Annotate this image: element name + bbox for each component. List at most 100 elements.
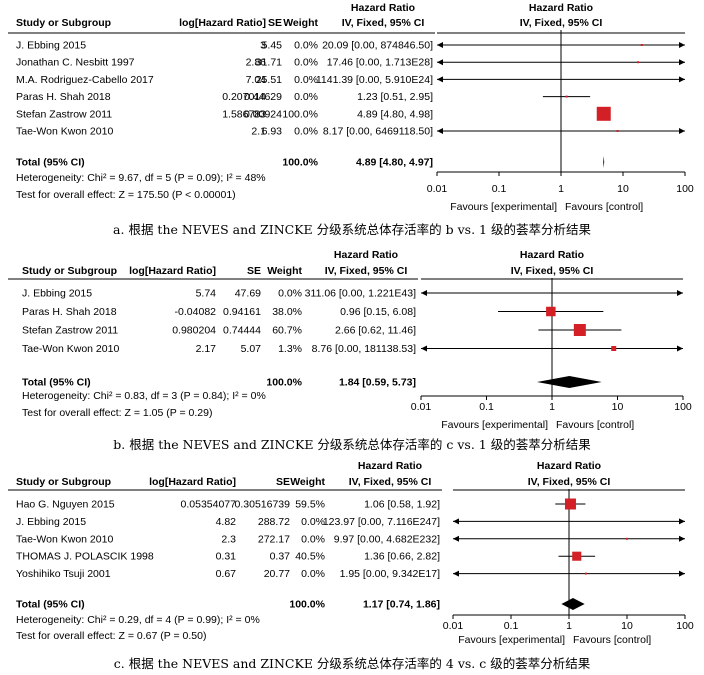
c-study-ci-2: 9.97 [0.00, 4.682E232]: [334, 533, 440, 545]
b-total-ci: 1.84 [0.59, 5.73]: [339, 377, 416, 389]
c-x-tick-label-3: 10: [621, 620, 633, 632]
b-study-ci-2: 2.66 [0.62, 11.46]: [335, 325, 416, 337]
a-study-loghr-1: 2.86: [246, 57, 267, 69]
a-total-diamond: [603, 156, 605, 168]
a-study-ci-1: 17.46 [0.00, 1.713E28]: [327, 57, 433, 69]
b-x-tick-label-2: 1: [549, 401, 555, 413]
a-study-weight-1: 0.0%: [294, 57, 318, 69]
a-study-weight-5: 0.0%: [294, 126, 318, 138]
forest-plot-c: Hazard Ratio Hazard Ratio Study or Subgrou…: [0, 461, 704, 651]
a-point-1: [637, 61, 640, 64]
a-ci-arrow-right-2: [679, 76, 685, 83]
c-study-se-0: 0.30516739: [235, 499, 291, 511]
a-study-weight-2: 0.0%: [294, 74, 318, 86]
c-header-hr-top: Hazard Ratio: [358, 461, 422, 472]
a-point-4: [596, 106, 611, 121]
b-heterogeneity: Heterogeneity: Chi² = 0.83, df = 3 (P = …: [22, 390, 266, 402]
c-study-name-3: THOMAS J. POLASCIK 1998: [16, 551, 154, 563]
c-study-name-2: Tae-Won Kwon 2010: [16, 533, 113, 545]
b-study-se-2: 0.74444: [223, 325, 261, 337]
c-ci-arrow-left-1: [453, 518, 459, 525]
a-favours-left: Favours [experimental]: [450, 201, 557, 213]
a-ci-arrow-right-0: [679, 42, 685, 48]
c-ci-arrow-left-4: [453, 570, 459, 577]
c-point-2: [625, 537, 628, 540]
b-header-loghr: log[Hazard Ratio]: [129, 265, 216, 277]
a-x-tick-label-0: 0.01: [427, 183, 448, 195]
c-study-se-4: 20.77: [264, 568, 290, 580]
a-study-loghr-0: 3: [260, 40, 266, 52]
c-study-weight-1: 0.0%: [301, 516, 325, 528]
a-header-study: Study or Subgroup: [16, 17, 111, 29]
c-header-plot-sub: IV, Fixed, 95% CI: [528, 476, 611, 488]
c-study-loghr-3: 0.31: [216, 551, 237, 563]
a-total-weight: 100.0%: [282, 157, 318, 169]
c-study-ci-3: 1.36 [0.66, 2.82]: [364, 551, 440, 563]
a-header-hr-top: Hazard Ratio: [351, 2, 415, 14]
a-study-se-5: 6.93: [262, 126, 283, 138]
a-study-se-2: 25.51: [256, 74, 282, 86]
a-header-hr-sub: IV, Fixed, 95% CI: [342, 17, 425, 29]
b-study-name-0: J. Ebbing 2015: [22, 288, 92, 300]
b-ci-arrow-right-0: [677, 290, 683, 296]
a-header-plot-sub: IV, Fixed, 95% CI: [520, 17, 603, 29]
b-favours-right: Favours [control]: [556, 419, 634, 431]
c-x-tick-label-0: 0.01: [443, 620, 464, 632]
c-study-loghr-2: 2.3: [221, 533, 236, 545]
b-x-tick-label-3: 10: [612, 401, 624, 413]
a-point-3: [565, 95, 568, 98]
a-ci-arrow-left-2: [437, 76, 443, 83]
forest-plot-a-svg: Hazard Ratio Hazard Ratio Study or Subgrou…: [8, 2, 694, 213]
c-study-name-0: Hao G. Nguyen 2015: [16, 499, 115, 511]
b-header-weight: Weight: [267, 265, 302, 277]
a-favours-right: Favours [control]: [565, 201, 643, 213]
c-x-tick-label-2: 1: [566, 620, 572, 632]
b-ci-arrow-right-3: [677, 345, 683, 352]
a-study-loghr-5: 2.1: [251, 126, 266, 138]
forest-plot-a: Hazard Ratio Hazard Ratio Study or Subgrou…: [0, 0, 704, 216]
a-study-loghr-3: 0.207014: [222, 91, 266, 103]
b-header-plot-sub: IV, Fixed, 95% CI: [511, 265, 594, 277]
a-x-tick-label-4: 100: [676, 183, 694, 195]
c-study-ci-1: 123.97 [0.00, 7.116E247]: [323, 516, 440, 528]
c-study-weight-3: 40.5%: [295, 551, 325, 563]
c-point-3: [572, 551, 582, 561]
c-favours-right: Favours [control]: [573, 634, 651, 646]
b-study-loghr-0: 5.74: [196, 288, 217, 300]
b-x-tick-label-1: 0.1: [479, 401, 494, 413]
b-total-label: Total (95% CI): [22, 377, 91, 389]
b-total-diamond: [536, 376, 602, 388]
a-header-plot-top: Hazard Ratio: [529, 2, 593, 14]
a-heterogeneity: Heterogeneity: Chi² = 9.67, df = 5 (P = …: [16, 172, 266, 184]
b-ci-arrow-left-0: [421, 290, 427, 296]
forest-plot-b-svg: Hazard Ratio Hazard Ratio Study or Subgrou…: [8, 250, 692, 431]
b-study-ci-1: 0.96 [0.15, 6.08]: [340, 306, 416, 318]
a-study-name-2: M.A. Rodriguez-Cabello 2017: [16, 74, 154, 86]
a-ci-arrow-right-5: [679, 128, 685, 134]
c-ci-arrow-right-1: [679, 518, 685, 525]
b-total-weight: 100.0%: [266, 377, 302, 389]
b-ci-arrow-left-3: [421, 345, 427, 352]
b-study-loghr-2: 0.980204: [172, 325, 216, 337]
b-study-loghr-1: -0.04082: [175, 306, 217, 318]
b-point-1: [546, 306, 556, 317]
c-ci-arrow-left-2: [453, 535, 459, 542]
a-study-se-3: 0.44629: [244, 91, 282, 103]
b-overall-effect: Test for overall effect: Z = 1.05 (P = 0…: [22, 407, 212, 419]
b-header-hr-sub: IV, Fixed, 95% CI: [325, 265, 408, 277]
c-point-4: [584, 572, 587, 575]
a-study-loghr-2: 7.04: [246, 74, 267, 86]
a-study-se-4: 0.00924: [244, 108, 282, 120]
c-header-se: SE: [276, 476, 290, 488]
a-study-weight-4: 100.0%: [282, 108, 318, 120]
c-ci-arrow-right-2: [679, 535, 685, 542]
c-ci-arrow-right-4: [679, 570, 685, 577]
b-study-se-1: 0.94161: [223, 306, 261, 318]
c-study-se-1: 288.72: [258, 516, 290, 528]
c-study-weight-4: 0.0%: [301, 568, 325, 580]
c-study-weight-0: 59.5%: [295, 499, 325, 511]
a-header-loghr: log[Hazard Ratio]: [179, 17, 266, 29]
c-total-weight: 100.0%: [289, 599, 325, 611]
b-point-3: [611, 346, 617, 351]
c-study-name-1: J. Ebbing 2015: [16, 516, 86, 528]
